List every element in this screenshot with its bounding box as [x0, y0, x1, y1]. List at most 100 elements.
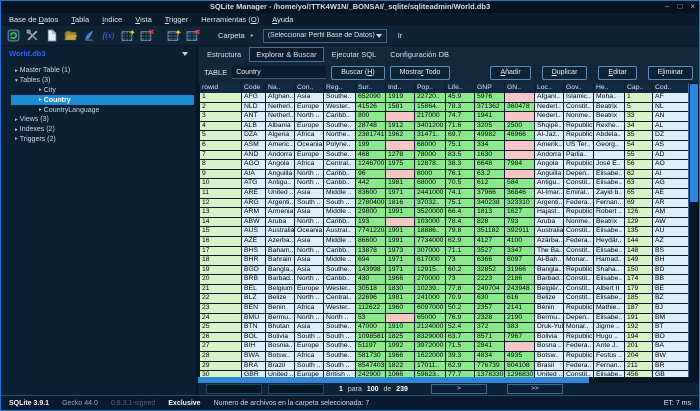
cell[interactable]: ARG: [242, 198, 266, 209]
cell[interactable]: 30: [200, 371, 242, 377]
table-drop-icon[interactable]: [139, 29, 154, 43]
cell[interactable]: Shqipë..: [535, 121, 564, 132]
cell[interactable]: Angola: [535, 160, 564, 170]
cell[interactable]: Europe: [295, 371, 324, 377]
cell[interactable]: 143998: [356, 265, 386, 276]
column-header-gov[interactable]: Gov..: [564, 83, 594, 93]
table-row[interactable]: 26 BOL Bolivia South .. South .. 1098581 1825 8…: [200, 332, 699, 343]
cell[interactable]: Elisabe..: [594, 179, 625, 189]
cell[interactable]: 10: [200, 179, 242, 189]
table-row[interactable]: 2 NLD Netherl.. Europe Wester.. 41526 1581 1586…: [200, 102, 699, 113]
cell[interactable]: 11: [200, 188, 242, 199]
cell[interactable]: United ..: [535, 371, 564, 377]
table-row[interactable]: 16 AZE Azerba.. Asia Middle .. 86600 1991 77340…: [200, 236, 699, 247]
cell[interactable]: BEL: [242, 284, 266, 295]
cell[interactable]: Bosna ..: [535, 342, 564, 353]
cell[interactable]: 18: [200, 256, 242, 266]
cell[interactable]: 27: [200, 342, 242, 353]
cell[interactable]: 1278: [386, 150, 415, 161]
db-selector[interactable]: World.db3: [1, 46, 196, 61]
tab-ejecutar-sql[interactable]: Ejecutar SQL: [331, 49, 377, 59]
cell[interactable]: AG: [653, 179, 689, 189]
cell[interactable]: BRB: [242, 275, 266, 285]
table-row[interactable]: 4 ALB Albania Europe Southe.. 28748 1912 340120…: [200, 121, 699, 132]
maximize-button[interactable]: □: [677, 2, 683, 11]
cell[interactable]: 2381741: [356, 131, 386, 141]
cell[interactable]: DZA: [242, 131, 266, 141]
cell[interactable]: Brasil: [535, 361, 564, 372]
cell[interactable]: 2: [200, 102, 242, 113]
cell[interactable]: [386, 140, 415, 151]
cell[interactable]: 150: [625, 265, 653, 276]
cell[interactable]: AN: [653, 112, 689, 122]
cell[interactable]: Bolivia: [535, 332, 564, 343]
cell[interactable]: 1971: [386, 256, 415, 266]
cell[interactable]: ARE: [242, 188, 266, 199]
cell[interactable]: Federa..: [564, 342, 594, 353]
table-row[interactable]: 3 ANT Netherl.. North .. Caribb.. 800 217000 74…: [200, 112, 699, 122]
cell[interactable]: 59623..: [415, 371, 446, 377]
cell[interactable]: AW: [653, 217, 689, 228]
tab-configuraci-n-db[interactable]: Configuración DB: [390, 49, 450, 59]
cell[interactable]: 1901: [386, 227, 415, 237]
cell[interactable]: Benin: [266, 304, 295, 314]
cell[interactable]: Republic: [564, 352, 594, 362]
cell[interactable]: 192: [625, 323, 653, 333]
cell[interactable]: 79.8: [446, 227, 475, 237]
cell[interactable]: 2124000: [415, 323, 446, 333]
cell[interactable]: Africa: [295, 160, 324, 170]
cell[interactable]: BRA: [242, 361, 266, 372]
cell[interactable]: 2357: [475, 304, 505, 314]
cell[interactable]: Europe: [295, 121, 324, 132]
cell[interactable]: Middle ..: [324, 256, 356, 266]
cell[interactable]: Andorra: [266, 150, 295, 161]
cell[interactable]: 6366: [475, 256, 505, 266]
cell[interactable]: 1912: [386, 121, 415, 132]
cell[interactable]: Republic: [564, 208, 594, 218]
cell[interactable]: 22: [200, 294, 242, 305]
cell[interactable]: Shaha..: [594, 265, 625, 276]
cell[interactable]: Constit..: [564, 179, 594, 189]
cell[interactable]: Antigu..: [266, 179, 295, 189]
cell[interactable]: [386, 217, 415, 228]
chevron-right-icon[interactable]: ▸: [15, 116, 18, 123]
vertical-scrollbar-thumb[interactable]: [690, 84, 698, 202]
tree-item-indexes-2[interactable]: ▸ Indexes (2): [11, 125, 194, 135]
chevron-right-icon[interactable]: ▸: [15, 126, 18, 133]
cell[interactable]: AFG: [242, 93, 266, 103]
cell[interactable]: 56: [625, 160, 653, 170]
cell[interactable]: 7984: [505, 160, 535, 170]
cell[interactable]: North ..: [295, 313, 324, 324]
cell[interactable]: AND: [242, 150, 266, 161]
table-row[interactable]: 6 ASM Americ.. Oceania Polyne.. 199 68000 75.1 3…: [200, 140, 699, 151]
cell[interactable]: 323310: [505, 198, 535, 209]
cell[interactable]: Wester..: [324, 102, 356, 113]
cell[interactable]: 63.2: [475, 169, 505, 180]
cell[interactable]: 204: [625, 352, 653, 362]
cell[interactable]: Algeria: [266, 131, 295, 141]
cell[interactable]: Elisabe..: [594, 169, 625, 180]
cell[interactable]: Islamic..: [564, 93, 594, 103]
cell[interactable]: 1822: [386, 361, 415, 372]
cell[interactable]: 5976: [475, 93, 505, 103]
cell[interactable]: 1991: [386, 208, 415, 218]
cell[interactable]: Festus ..: [594, 352, 625, 362]
cell[interactable]: 45.9: [446, 93, 475, 103]
table-row[interactable]: 29 BRA Brazil South .. South .. 8547403 1822 17…: [200, 361, 699, 372]
cell[interactable]: 217000: [415, 112, 446, 122]
table-row[interactable]: 1 AFG Afghan.. Asia Southe.. 652090 1919 22720.…: [200, 93, 699, 103]
cell[interactable]: Constit..: [564, 227, 594, 237]
cell[interactable]: 193: [356, 217, 386, 228]
cell[interactable]: 30518: [356, 284, 386, 295]
cell[interactable]: 1981: [386, 179, 415, 189]
cell[interactable]: 38.3: [446, 160, 475, 170]
delete-button[interactable]: Eliminar: [647, 65, 693, 80]
cell[interactable]: 1622000: [415, 352, 446, 362]
cell[interactable]: BT: [653, 323, 689, 333]
cell[interactable]: 1962: [386, 131, 415, 141]
chevron-right-icon[interactable]: ▸: [39, 107, 42, 114]
cell[interactable]: 62.9: [446, 361, 475, 372]
cell[interactable]: DZ: [653, 131, 689, 141]
cell[interactable]: 83600: [356, 188, 386, 199]
cell[interactable]: Federa..: [564, 236, 594, 247]
